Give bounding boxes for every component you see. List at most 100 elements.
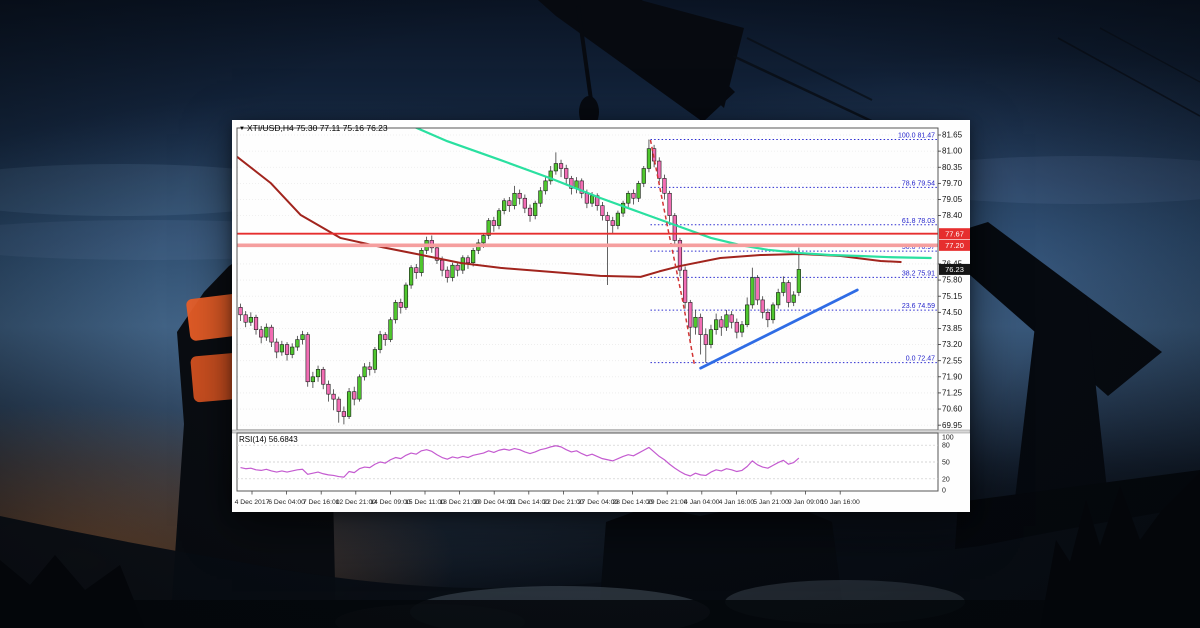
price-pane-border bbox=[236, 127, 939, 431]
candle-up bbox=[724, 314, 729, 328]
time-axis-label: 15 Dec 11:00 bbox=[405, 499, 445, 506]
time-axis-label: 28 Dec 14:00 bbox=[612, 499, 653, 506]
candle-up bbox=[357, 376, 362, 400]
candle-down bbox=[786, 282, 791, 303]
candle-down bbox=[755, 277, 760, 301]
candle-up bbox=[750, 277, 755, 306]
time-axis-label: 4 Jan 16:00 bbox=[719, 499, 755, 506]
time-axis-label: 29 Dec 21:00 bbox=[647, 499, 688, 506]
candle-up bbox=[693, 316, 698, 328]
rsi-line[interactable] bbox=[240, 445, 800, 478]
candle-up bbox=[496, 210, 502, 226]
price-badge: 77.20 bbox=[939, 239, 970, 251]
candle-down bbox=[238, 307, 243, 316]
candle-down bbox=[683, 269, 688, 303]
chart-window: ▼ XTI/USD,H4 75.30 77.11 75.16 76.23 RSI(… bbox=[232, 120, 970, 512]
candle-down bbox=[259, 329, 264, 338]
candle-up bbox=[471, 250, 476, 264]
candle-up bbox=[264, 326, 269, 338]
candle-up bbox=[615, 212, 621, 226]
price-axis-label: 78.40 bbox=[942, 211, 963, 220]
price-axis-label: 71.25 bbox=[942, 389, 963, 398]
candle-up bbox=[362, 366, 367, 378]
candle-up bbox=[533, 202, 538, 216]
candle-down bbox=[729, 314, 734, 323]
candle-up bbox=[486, 220, 491, 236]
candle-down bbox=[569, 178, 574, 189]
candle-up bbox=[776, 292, 781, 306]
candle-up bbox=[403, 284, 409, 308]
candle-down bbox=[672, 215, 677, 241]
candle-up bbox=[641, 168, 646, 184]
candle-down bbox=[269, 326, 274, 343]
time-axis-label: 27 Dec 04:00 bbox=[578, 499, 619, 506]
price-axis[interactable]: 81.6581.0080.3579.7079.0578.4076.4575.80… bbox=[938, 131, 963, 430]
fib-level-label: 23.6 74.59 bbox=[902, 303, 935, 310]
rsi-axis-label: 50 bbox=[942, 460, 950, 467]
candle-up bbox=[636, 183, 641, 199]
time-axis-label: 5 Jan 21:00 bbox=[753, 499, 789, 506]
symbol-ohlc-text: XTI/USD,H4 75.30 77.11 75.16 76.23 bbox=[246, 123, 388, 133]
time-axis-label: 4 Jan 04:00 bbox=[684, 499, 720, 506]
ma-slow-maroon[interactable] bbox=[237, 156, 902, 278]
candle-up bbox=[315, 369, 321, 378]
candles-layer[interactable] bbox=[238, 139, 801, 425]
time-axis-label: 9 Jan 09:00 bbox=[788, 499, 824, 506]
candle-down bbox=[491, 220, 496, 226]
candle-down bbox=[688, 302, 693, 328]
support-trendline[interactable] bbox=[699, 288, 859, 370]
fib-level-label: 50.0 76.97 bbox=[902, 244, 935, 251]
candle-up bbox=[714, 319, 719, 330]
candle-up bbox=[796, 269, 801, 293]
time-axis-label: 12 Dec 21:00 bbox=[336, 499, 377, 506]
candle-down bbox=[243, 314, 248, 323]
candle-up bbox=[279, 344, 284, 353]
candle-down bbox=[579, 180, 584, 194]
ma-fast-teal[interactable] bbox=[405, 123, 932, 260]
candle-up bbox=[538, 190, 543, 204]
candle-up bbox=[393, 302, 398, 321]
fib-level-label: 61.8 78.03 bbox=[902, 218, 935, 225]
price-axis-label: 73.85 bbox=[942, 324, 963, 333]
candle-down bbox=[564, 168, 569, 179]
candle-down bbox=[631, 192, 636, 199]
price-axis-label: 73.20 bbox=[942, 340, 963, 349]
candle-up bbox=[419, 250, 424, 273]
candle-down bbox=[274, 341, 279, 353]
candle-down bbox=[465, 257, 471, 264]
candle-up bbox=[553, 163, 558, 172]
fibonacci-retracement[interactable]: 100.0 81.47 78.6 79.54 61.8 78.03 50.0 76.9… bbox=[650, 132, 938, 364]
candle-down bbox=[734, 321, 739, 333]
time-axis-label: 21 Dec 14:00 bbox=[509, 499, 550, 506]
candle-up bbox=[377, 334, 383, 350]
candle-down bbox=[253, 316, 259, 330]
price-axis-label: 72.55 bbox=[942, 356, 963, 365]
pumpjack-silhouette bbox=[538, 0, 883, 128]
fib-level-label: 78.6 79.54 bbox=[902, 180, 935, 187]
price-badge: 77.67 bbox=[939, 228, 970, 240]
candle-down bbox=[440, 259, 445, 271]
rsi-indicator-label: RSI(14) 56.6843 bbox=[239, 435, 298, 444]
candle-up bbox=[512, 192, 517, 206]
rsi-axis-label: 20 bbox=[942, 476, 950, 483]
time-axis-label: 4 Dec 2017 bbox=[235, 499, 270, 506]
candle-up bbox=[745, 304, 750, 326]
fib-level-label: 100.0 81.47 bbox=[898, 132, 935, 139]
candle-up bbox=[290, 346, 295, 355]
price-axis-label: 75.80 bbox=[942, 276, 963, 285]
crash-dashed-trendline[interactable] bbox=[649, 139, 696, 366]
candle-up bbox=[791, 294, 796, 303]
price-axis-label: 80.35 bbox=[942, 163, 963, 172]
candle-down bbox=[398, 302, 403, 308]
price-axis-label: 74.50 bbox=[942, 308, 963, 317]
candle-down bbox=[341, 411, 346, 417]
candle-down bbox=[610, 220, 615, 226]
price-chart-canvas[interactable]: 100.0 81.47 78.6 79.54 61.8 78.03 50.0 76.9… bbox=[232, 120, 970, 512]
candle-up bbox=[548, 170, 553, 182]
resistance-lines[interactable] bbox=[237, 232, 938, 248]
candle-up bbox=[620, 202, 626, 214]
candle-up bbox=[481, 235, 486, 244]
price-axis-label: 71.90 bbox=[942, 372, 963, 381]
symbol-dropdown-icon[interactable]: ▼ bbox=[239, 126, 245, 132]
